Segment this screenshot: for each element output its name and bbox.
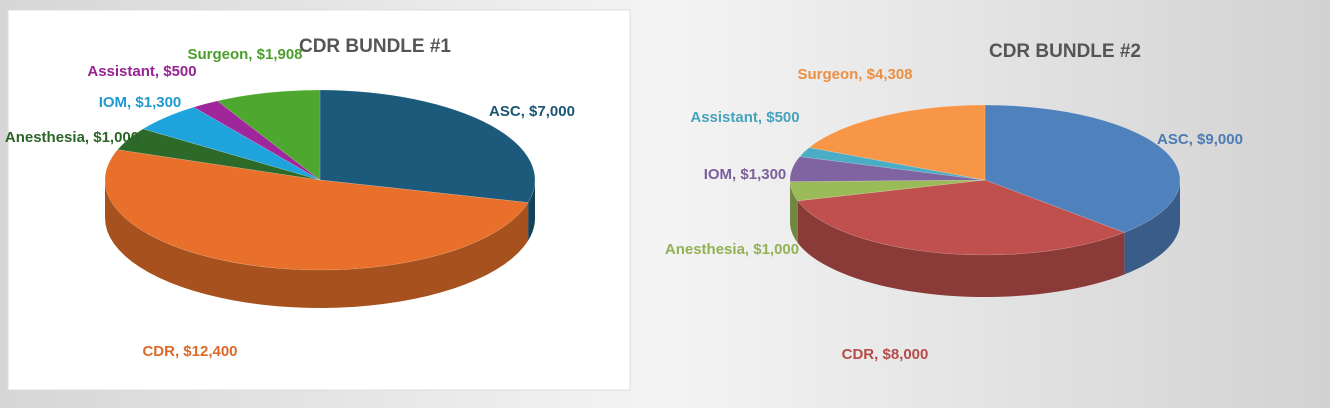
data-label: Surgeon, $1,908 (187, 46, 302, 63)
data-label: Anesthesia, $1,000 (5, 129, 139, 146)
data-label: CDR, $8,000 (842, 346, 929, 363)
slice (142, 106, 321, 181)
data-label: Assistant, $500 (690, 109, 799, 126)
slice (789, 156, 986, 182)
data-label: Assistant, $500 (87, 63, 196, 80)
slice-side (797, 200, 1125, 297)
data-label: CDR, $12,400 (142, 343, 237, 360)
slice (984, 104, 1181, 233)
slice (789, 179, 986, 202)
data-label: ASC, $7,000 (489, 103, 575, 120)
slice (117, 128, 321, 181)
data-label: IOM, $1,300 (99, 94, 182, 111)
slice (797, 179, 1126, 256)
slice (104, 149, 529, 271)
slice-side (105, 180, 529, 308)
slice (216, 89, 321, 181)
data-label: Anesthesia, $1,000 (665, 241, 799, 258)
data-label: IOM, $1,300 (704, 166, 787, 183)
slice (799, 147, 986, 181)
slice-side (1124, 180, 1180, 275)
chart-title: CDR BUNDLE #1 (299, 36, 451, 57)
slice (319, 89, 536, 203)
slice (193, 100, 321, 181)
data-label: Surgeon, $4,308 (797, 66, 912, 83)
chart-title: CDR BUNDLE #2 (989, 41, 1141, 62)
slice-side (790, 181, 798, 243)
slice (808, 104, 986, 181)
slice-side (528, 180, 535, 241)
data-label: ASC, $9,000 (1157, 131, 1243, 148)
